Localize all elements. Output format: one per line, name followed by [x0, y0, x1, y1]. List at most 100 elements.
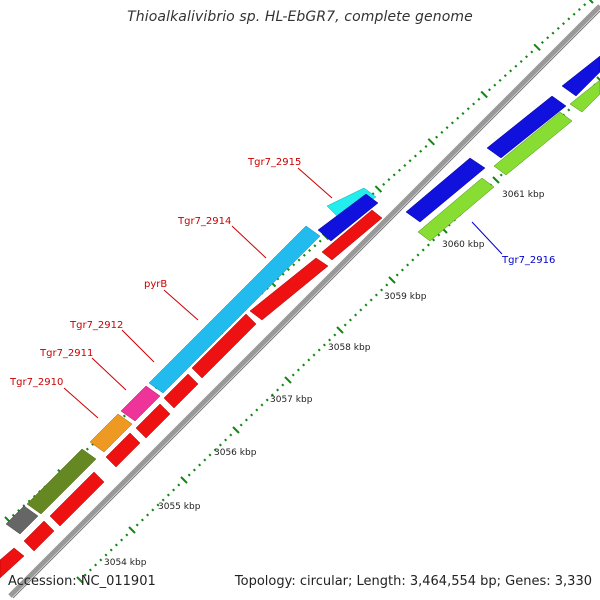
minor-tick — [239, 423, 243, 427]
minor-tick — [413, 154, 417, 158]
gene-blue-3[interactable] — [561, 55, 600, 97]
minor-tick — [322, 343, 326, 347]
minor-tick — [343, 323, 347, 327]
minor-tick — [445, 126, 449, 130]
gene-green-3[interactable] — [569, 79, 600, 113]
gene-green-2[interactable] — [493, 111, 573, 176]
scale-label: 3055 kbp — [158, 502, 201, 512]
minor-tick — [265, 398, 269, 402]
gene-pyrb[interactable] — [148, 225, 321, 394]
minor-tick — [583, 3, 587, 7]
minor-tick — [487, 88, 492, 92]
gene-blue-2[interactable] — [486, 95, 567, 159]
gene-label-pyrb[interactable]: pyrB — [144, 279, 167, 290]
minor-tick — [177, 483, 181, 487]
major-tick — [427, 138, 436, 146]
gene-label-tgr7-2914[interactable]: Tgr7_2914 — [177, 216, 231, 227]
minor-tick — [208, 453, 212, 457]
gene-red-2[interactable] — [49, 471, 105, 527]
minor-tick — [416, 253, 420, 257]
gene-label-tgr7-2915[interactable]: Tgr7_2915 — [247, 157, 301, 168]
minor-tick — [540, 40, 544, 45]
major-tick — [492, 176, 500, 184]
scale-label: 3056 kbp — [214, 448, 257, 458]
minor-tick — [151, 508, 155, 512]
minor-tick — [135, 523, 139, 527]
minor-tick — [286, 267, 290, 272]
scale-label: 3059 kbp — [384, 292, 427, 302]
gene-blue-1[interactable] — [405, 157, 486, 223]
minor-tick — [561, 22, 566, 26]
minor-tick — [421, 248, 425, 252]
minor-tick — [296, 368, 300, 372]
minor-tick — [270, 393, 274, 397]
minor-tick — [354, 313, 358, 317]
minor-tick — [307, 358, 311, 362]
callout-line-tgr7-2914 — [231, 225, 267, 259]
minor-tick — [218, 443, 222, 447]
minor-tick — [276, 388, 280, 392]
major-tick — [76, 576, 84, 584]
minor-tick — [122, 414, 126, 418]
minor-tick — [556, 26, 560, 30]
minor-tick — [198, 463, 202, 467]
gene-red-4[interactable] — [135, 403, 171, 439]
accession-text: Accession: NC_011901 — [8, 574, 156, 589]
minor-tick — [312, 353, 316, 357]
minor-tick — [302, 253, 306, 257]
gene-tgr7-2910[interactable] — [89, 413, 133, 453]
minor-tick — [509, 69, 513, 73]
tick-marks — [4, 0, 600, 584]
callout-line-tgr7-2915 — [297, 167, 333, 199]
minor-tick — [493, 83, 497, 87]
gene-red-6[interactable] — [191, 313, 257, 379]
minor-tick — [302, 363, 306, 367]
callout-line-tgr7-2912 — [121, 329, 155, 363]
callout-line-tgr7-2911 — [91, 357, 127, 391]
gene-label-tgr7-2916[interactable]: Tgr7_2916 — [501, 255, 555, 266]
gene-red-1[interactable] — [23, 520, 55, 552]
minor-tick — [577, 7, 581, 12]
gene-red-7[interactable] — [249, 257, 329, 321]
gene-label-tgr7-2912[interactable]: Tgr7_2912 — [69, 320, 123, 331]
minor-tick — [88, 568, 92, 572]
minor-tick — [99, 558, 103, 562]
minor-tick — [250, 413, 254, 417]
gene-label-tgr7-2910[interactable]: Tgr7_2910 — [9, 377, 63, 388]
backbone-line — [8, 4, 600, 598]
minor-tick — [440, 130, 444, 134]
gene-red-0[interactable] — [0, 547, 25, 579]
gene-green-1[interactable] — [417, 177, 495, 242]
minor-tick — [172, 488, 176, 492]
minor-tick — [567, 17, 571, 21]
minor-tick — [424, 144, 428, 149]
minor-tick — [166, 493, 170, 497]
minor-tick — [477, 97, 481, 101]
gene-tgr7-2911[interactable] — [120, 385, 161, 422]
scale-label: 3054 kbp — [104, 558, 147, 568]
minor-tick — [328, 338, 332, 342]
gene-gray[interactable] — [5, 505, 39, 535]
callout-line-pyrb — [163, 289, 199, 321]
callout-line-tgr7-2910 — [63, 387, 99, 419]
gene-label-tgr7-2911[interactable]: Tgr7_2911 — [39, 348, 93, 359]
gene-olive[interactable] — [26, 448, 97, 515]
minor-tick — [400, 268, 404, 272]
gene-red-5[interactable] — [163, 373, 199, 409]
minor-tick — [203, 458, 207, 462]
minor-tick — [392, 173, 396, 177]
gene-red-8[interactable] — [321, 209, 383, 261]
minor-tick — [551, 31, 555, 35]
gene-tgr7-2915[interactable] — [317, 193, 379, 242]
minor-tick — [403, 163, 407, 168]
minor-tick — [419, 149, 423, 153]
major-tick — [180, 476, 188, 484]
minor-tick — [229, 433, 233, 437]
minor-tick — [369, 298, 373, 302]
gene-red-3[interactable] — [105, 432, 141, 468]
minor-tick — [292, 263, 296, 267]
minor-tick — [260, 403, 264, 407]
minor-tick — [146, 513, 150, 517]
minor-tick — [408, 159, 412, 163]
